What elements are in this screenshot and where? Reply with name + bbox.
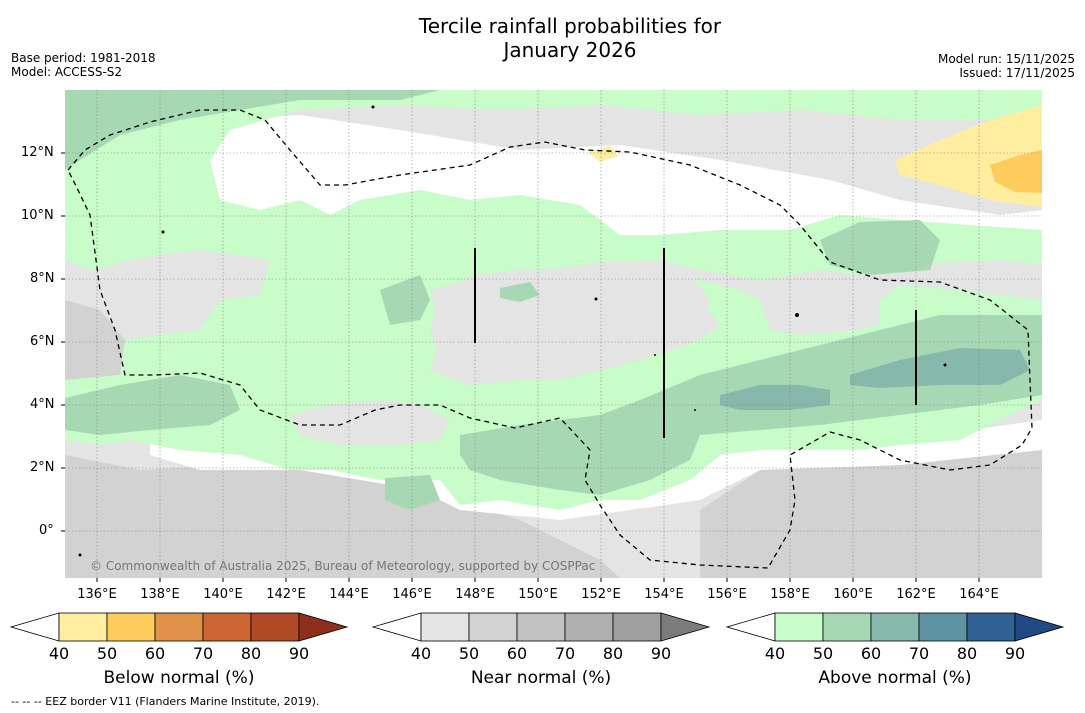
above-normal-70-east bbox=[850, 348, 1030, 388]
colorbar-above-segment bbox=[966, 612, 1016, 642]
cb-tick: 50 bbox=[458, 644, 480, 663]
above-normal-60-dot bbox=[500, 282, 540, 302]
above-normal-60-northwest bbox=[65, 90, 440, 170]
eez-footnote: -- -- -- EEZ border V11 (Flanders Marine… bbox=[11, 695, 320, 708]
lat-label: 12°N bbox=[21, 145, 54, 160]
islands bbox=[78, 105, 947, 557]
lat-label: 2°N bbox=[30, 460, 55, 475]
cb-tick: 60 bbox=[144, 644, 166, 663]
model-run: Model run: 15/11/2025 bbox=[937, 52, 1075, 66]
cb-tick: 50 bbox=[812, 644, 834, 663]
lon-label: 146°E bbox=[392, 587, 432, 602]
colorbar-below-segment bbox=[58, 612, 108, 642]
near-normal-label: Near normal (%) bbox=[470, 668, 612, 688]
lat-label: 10°N bbox=[21, 208, 54, 223]
colorbar-near-segment bbox=[660, 612, 711, 642]
cb-tick: 40 bbox=[48, 644, 70, 663]
colorbar-near-segment bbox=[420, 612, 470, 642]
lat-label: 0° bbox=[39, 523, 54, 538]
lon-label: 150°E bbox=[518, 587, 558, 602]
lon-label: 140°E bbox=[203, 587, 243, 602]
cb-tick: 60 bbox=[506, 644, 528, 663]
chart-title: Tercile rainfall probabilities for Janua… bbox=[0, 14, 1085, 62]
colorbar-above-segment bbox=[725, 612, 776, 642]
lat-label: 6°N bbox=[30, 334, 55, 349]
eez-border bbox=[67, 109, 1033, 569]
lon-label: 148°E bbox=[455, 587, 495, 602]
cb-tick: 80 bbox=[240, 644, 262, 663]
lon-label: 158°E bbox=[770, 587, 810, 602]
marker-lines bbox=[474, 248, 917, 438]
cb-tick: 50 bbox=[96, 644, 118, 663]
meta-right: Model run: 15/11/2025 Issued: 17/11/2025 bbox=[938, 52, 1075, 80]
title-line-2: January 2026 bbox=[503, 38, 637, 62]
colorbar-near-segment bbox=[612, 612, 662, 642]
above-normal-60-east bbox=[820, 220, 940, 275]
lon-label: 162°E bbox=[896, 587, 936, 602]
cb-tick: 40 bbox=[764, 644, 786, 663]
colorbar-above-segment bbox=[918, 612, 968, 642]
cb-tick: 70 bbox=[554, 644, 576, 663]
below-normal-50-small bbox=[588, 146, 618, 162]
colorbar-near-segment bbox=[371, 612, 422, 642]
lat-label: 8°N bbox=[30, 271, 55, 286]
lon-label: 144°E bbox=[329, 587, 369, 602]
meta-left: Base period: 1981-2018 Model: ACCESS-S2 bbox=[11, 51, 156, 79]
near-normal-50-south bbox=[65, 455, 620, 578]
lon-label: 154°E bbox=[644, 587, 684, 602]
colorbar-near-segment bbox=[468, 612, 518, 642]
colorbar-below-segment bbox=[9, 612, 60, 642]
colorbar-above-segment bbox=[774, 612, 824, 642]
lon-label: 156°E bbox=[707, 587, 747, 602]
colorbar-above bbox=[725, 612, 1065, 642]
cb-tick: 70 bbox=[908, 644, 930, 663]
colorbar-below-segment bbox=[106, 612, 156, 642]
cb-tick: 80 bbox=[602, 644, 624, 663]
near-normal-50-west bbox=[65, 300, 125, 380]
cb-tick: 80 bbox=[956, 644, 978, 663]
map-area bbox=[65, 90, 1042, 578]
lon-label: 136°E bbox=[77, 587, 117, 602]
colorbar-above-segment bbox=[870, 612, 920, 642]
lon-label: 138°E bbox=[140, 587, 180, 602]
lon-label: 160°E bbox=[833, 587, 873, 602]
above-normal-60-center bbox=[380, 275, 430, 325]
base-period: Base period: 1981-2018 bbox=[11, 51, 156, 65]
colorbar-near-segment bbox=[516, 612, 566, 642]
cb-tick: 40 bbox=[410, 644, 432, 663]
lat-label: 4°N bbox=[30, 397, 55, 412]
near-normal-hole-southwest bbox=[290, 400, 450, 445]
colorbar-near-segment bbox=[564, 612, 614, 642]
lon-label: 142°E bbox=[266, 587, 306, 602]
above-normal-60-small bbox=[385, 475, 440, 510]
below-normal-60-northeast bbox=[990, 150, 1042, 193]
title-line-1: Tercile rainfall probabilities for bbox=[418, 14, 722, 38]
colorbar-above-segment bbox=[822, 612, 872, 642]
colorbar-below-segment bbox=[154, 612, 204, 642]
above-normal-label: Above normal (%) bbox=[818, 668, 972, 688]
below-normal-label: Below normal (%) bbox=[103, 668, 255, 688]
colorbar-below-segment bbox=[298, 612, 349, 642]
cb-tick: 90 bbox=[288, 644, 310, 663]
near-normal-hole-east bbox=[770, 292, 880, 332]
issued-date: Issued: 17/11/2025 bbox=[959, 66, 1075, 80]
axis-ticks bbox=[61, 152, 980, 582]
near-normal-hole-west bbox=[140, 268, 190, 284]
colorbar-below-segment bbox=[250, 612, 300, 642]
colorbar-near bbox=[371, 612, 711, 642]
colorbar-below-segment bbox=[202, 612, 252, 642]
cb-tick: 60 bbox=[860, 644, 882, 663]
copyright-notice: © Commonwealth of Australia 2025, Bureau… bbox=[90, 559, 596, 573]
lon-label: 152°E bbox=[581, 587, 621, 602]
lon-label: 164°E bbox=[959, 587, 999, 602]
model-name: Model: ACCESS-S2 bbox=[11, 65, 123, 79]
above-normal-70-core bbox=[720, 385, 830, 410]
cb-tick: 90 bbox=[1004, 644, 1026, 663]
colorbar-above-segment bbox=[1014, 612, 1065, 642]
cb-tick: 70 bbox=[192, 644, 214, 663]
colorbar-below bbox=[9, 612, 349, 642]
cb-tick: 90 bbox=[650, 644, 672, 663]
